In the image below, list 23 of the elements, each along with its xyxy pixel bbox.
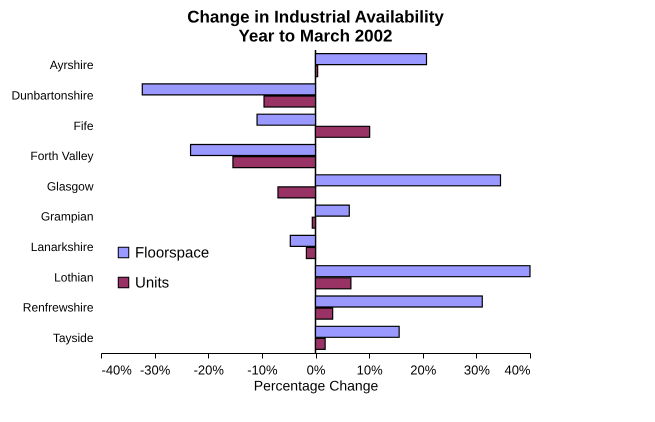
x-tick-label: 20% <box>410 362 437 378</box>
x-tick-label: 10% <box>356 362 384 378</box>
y-tick-label: Forth Valley <box>30 149 94 164</box>
legend-label: Floorspace <box>135 244 210 262</box>
y-tick-label: Fife <box>73 118 94 133</box>
y-tick-label: Grampian <box>40 210 94 224</box>
y-tick-label: Lothian <box>54 270 94 284</box>
legend-label: Units <box>135 274 170 292</box>
x-tick-label: -20% <box>194 362 224 378</box>
x-tick-label: 0% <box>306 362 326 378</box>
x-tick-label: 40% <box>504 362 531 378</box>
x-tick-label: 30% <box>464 362 490 378</box>
y-tick-label: Ayrshire <box>50 58 94 72</box>
x-tick-label: -40% <box>102 362 132 378</box>
x-tick-label: -30% <box>140 362 171 378</box>
y-tick-label: Dunbartonshire <box>11 88 94 102</box>
x-axis-title: Percentage Change <box>254 378 378 394</box>
y-tick-label: Lanarkshire <box>30 240 94 254</box>
y-tick-label: Glasgow <box>46 179 94 194</box>
y-tick-label: Tayside <box>52 330 94 345</box>
y-tick-label: Renfrewshire <box>22 300 94 315</box>
x-tick-label: -10% <box>247 362 278 378</box>
chart-title: Change in Industrial Availability Year to March 2002 <box>187 7 444 46</box>
